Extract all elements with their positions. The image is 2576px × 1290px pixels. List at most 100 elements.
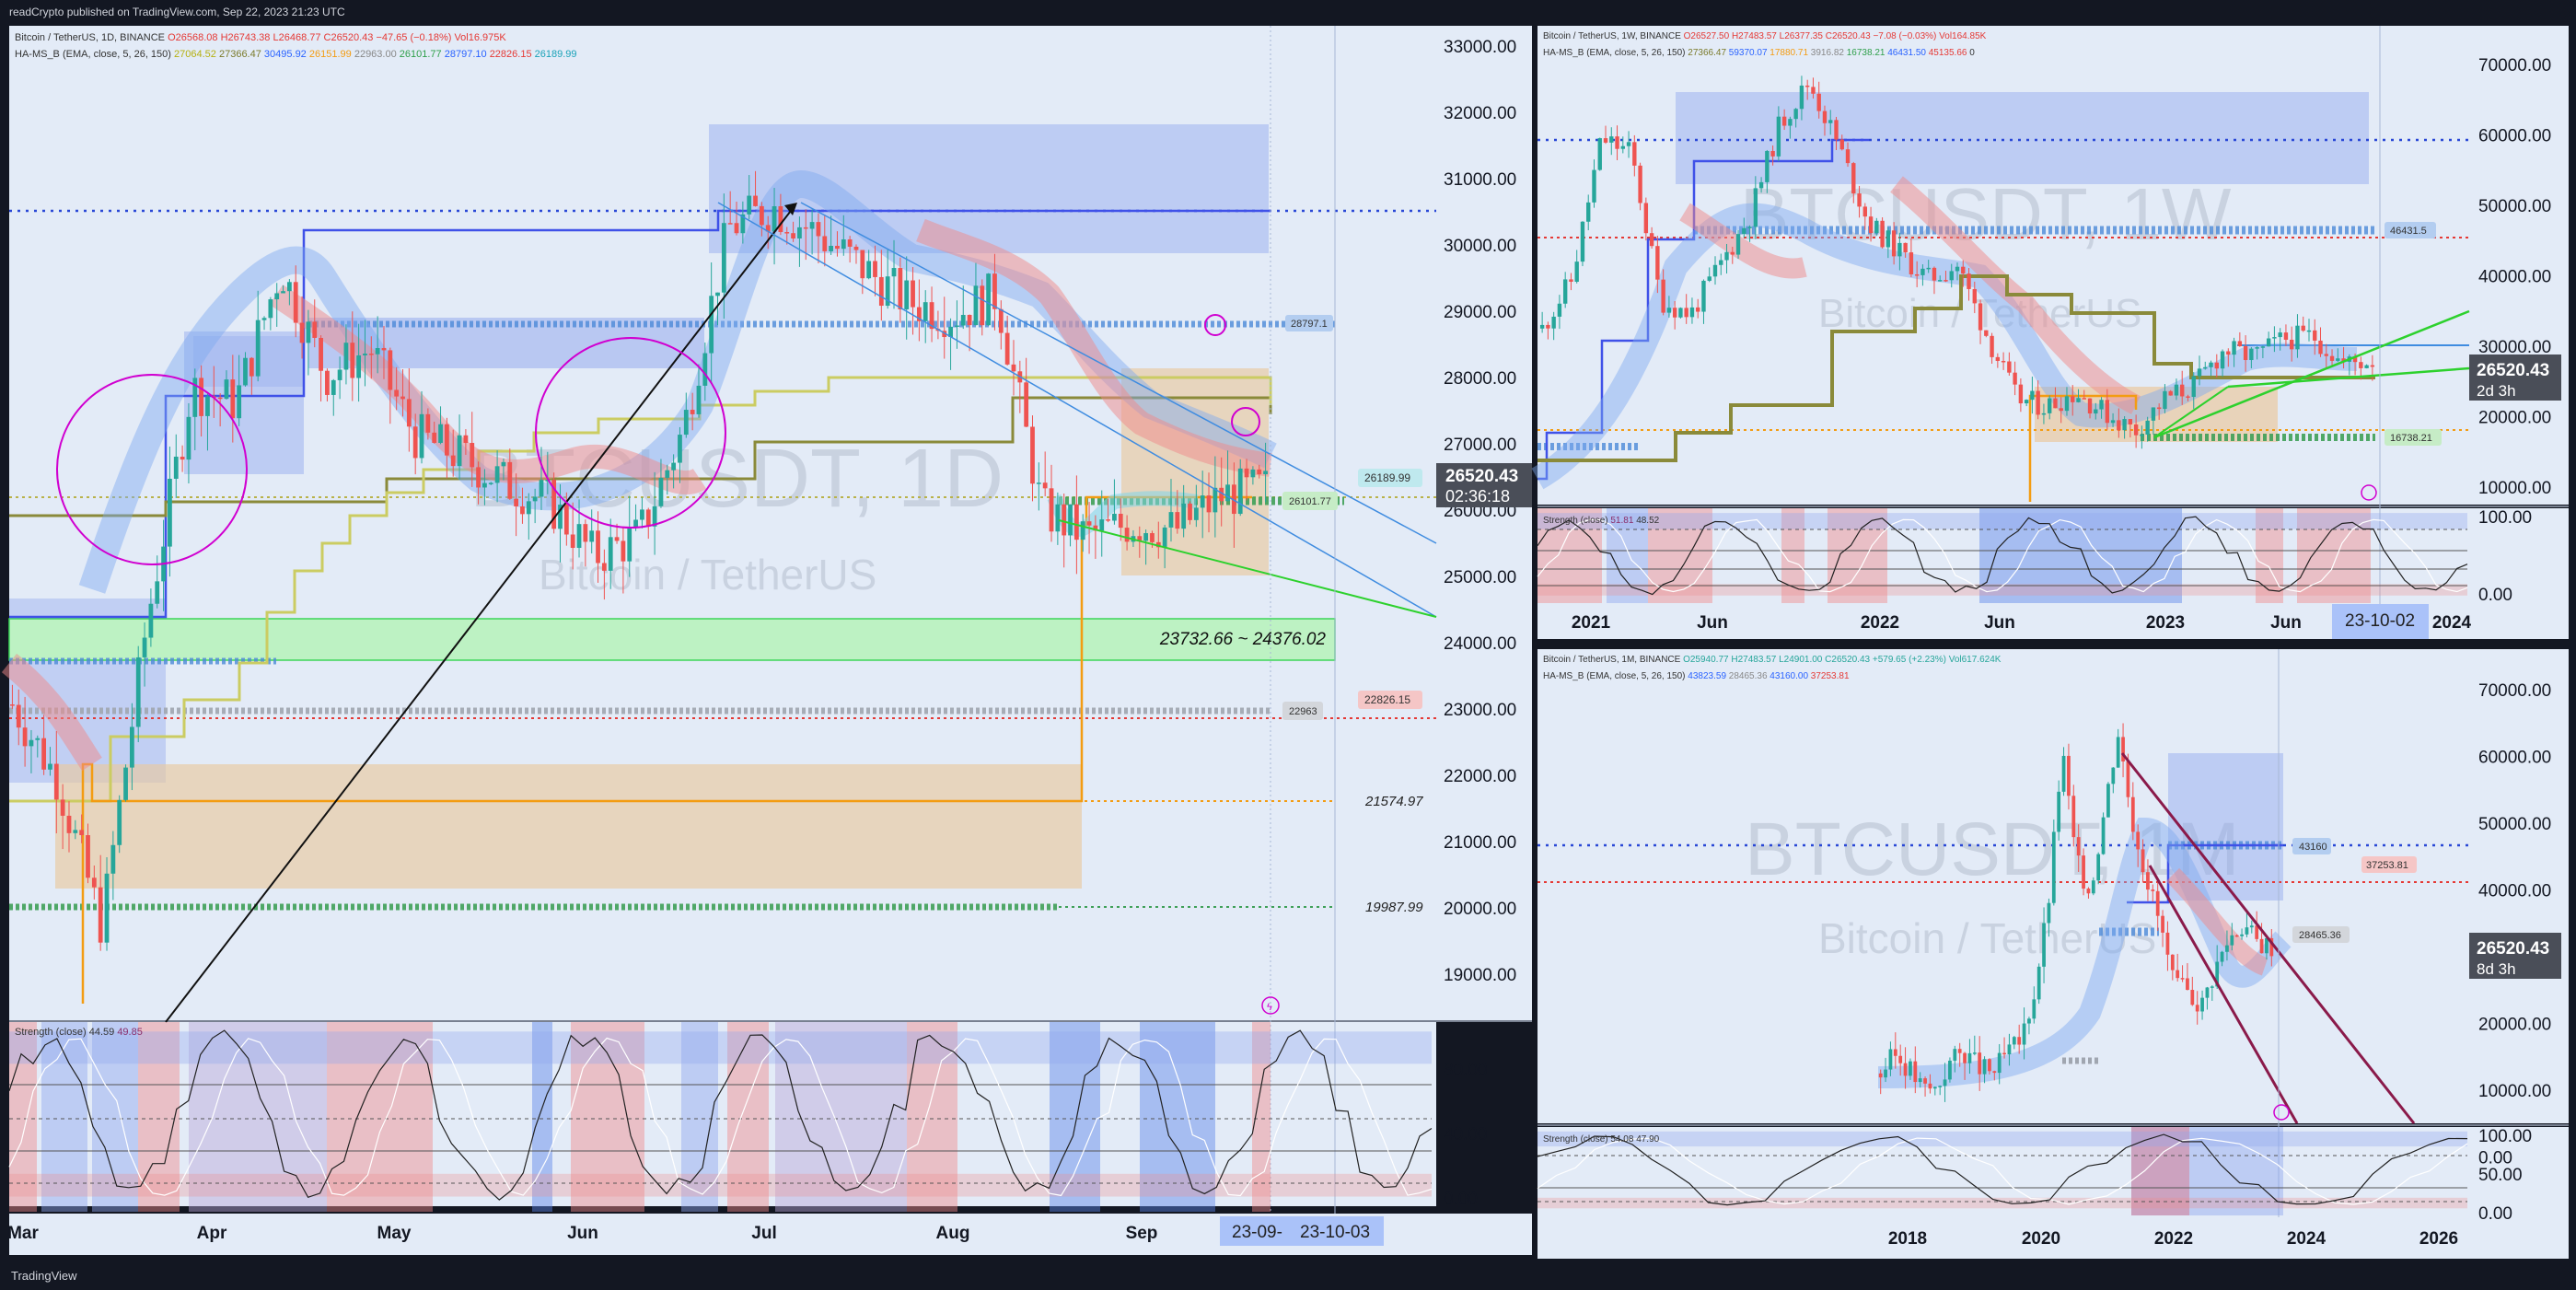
weekly-price-axis[interactable]: 70000.00 60000.00 50000.00 40000.00 30000.00… [2478,56,2551,498]
lightning-icon[interactable] [1261,996,1280,1015]
candle [514,498,519,506]
candle [822,236,828,251]
candle [922,302,928,321]
candle [268,299,273,319]
candle [117,799,122,845]
candle [1923,1078,1927,1084]
price-tick-label: 32000.00 [1444,104,1516,123]
candle [1982,1059,1987,1075]
candle [1546,324,1550,329]
candle [2176,970,2180,979]
candle [2205,987,2210,998]
candle [2161,915,2164,933]
candle [2018,384,2024,404]
candle [1909,1061,1912,1076]
price-tick-label: 40000.00 [2478,268,2551,287]
green-zone [8,618,1336,661]
candle [155,581,160,604]
candle [1880,220,1885,248]
candle [916,307,922,321]
candle [891,268,897,277]
candle [1672,308,1677,318]
candle [791,233,795,238]
candle [66,815,72,833]
candle [2210,986,2214,988]
price-tick-label: 70000.00 [2478,56,2551,76]
candle [570,534,575,549]
candle [2197,368,2202,377]
time-tick-label: 2022 [1861,613,1899,633]
candle [41,738,47,770]
candle [665,470,670,478]
price-tick-label: 30000.00 [2478,338,2551,357]
lightning-icon[interactable] [2273,1104,2290,1121]
candle [2030,390,2035,401]
candle [2057,791,2061,832]
candle [627,528,632,562]
daily-strength-axis: 80.00 40.00 0.00 [1444,1061,1488,1209]
candle [2151,407,2156,421]
candle [281,291,285,294]
candle [1539,324,1545,329]
candle [1062,504,1067,536]
candle [1799,85,1804,110]
candle [809,222,815,229]
candle [2053,398,2058,409]
candle [1839,139,1844,150]
level-tag-text: 22963 [1289,706,1317,717]
candle [715,292,720,296]
daily-time-axis[interactable]: Mar Apr May Jun Jul Aug Sep [7,1224,1157,1243]
candle [470,443,475,468]
candle [1822,110,1828,123]
candle [1770,150,1775,157]
candle [1747,227,1752,228]
candle [2306,330,2312,332]
candle [1948,1060,1952,1080]
candle [86,835,90,878]
candle [2024,400,2029,404]
weekly-panel: BTCUSDT, 1W Bitcoin / TetherUS Bitcoin /… [1531,26,2569,639]
candle [816,222,821,237]
monthly-time-axis[interactable]: 2018 2020 2022 2024 2026 [1888,1229,2458,1249]
candle [375,348,380,354]
time-tick-label: Jul [751,1224,776,1243]
candle [457,435,462,467]
candle [1638,165,1642,203]
price-tick-label: 23000.00 [1444,701,1516,720]
candle [683,410,689,436]
candle [507,461,513,499]
weekly-time-axis[interactable]: 2021 Jun 2022 Jun 2023 Jun 2024 [1572,613,2472,633]
candle [2048,398,2052,413]
candle [911,280,915,308]
candle [2122,419,2127,431]
candle [2082,398,2086,400]
candle [1845,149,1851,164]
tradingview-logo[interactable]: TradingView [11,1269,77,1283]
candle [1024,382,1029,427]
daily-price-axis[interactable]: 33000.00 32000.00 31000.00 30000.00 29000.00… [1444,38,1516,985]
candle [406,399,412,427]
candle [1225,484,1230,502]
lightning-icon[interactable] [2361,484,2377,501]
svg-text:Bitcoin / TetherUS, 1D, BINANC: Bitcoin / TetherUS, 1D, BINANCE O26568.0… [15,32,506,43]
candle [488,482,493,484]
candle [1753,188,1758,227]
price-tick-label: 50000.00 [2478,815,2551,834]
candle [1557,303,1562,317]
candle [759,205,764,226]
candle [2259,938,2264,954]
candle [1580,221,1585,262]
candle [753,195,758,206]
candle [2146,872,2150,890]
strength-tick-label: 100.00 [2478,1127,2532,1146]
candle [2128,419,2133,424]
candle [1938,1086,1943,1087]
candle [274,293,280,300]
candle [2203,366,2208,369]
candle [633,519,638,529]
strength-band [1252,1022,1271,1212]
candle [1878,1073,1883,1078]
candle [1995,356,2001,361]
candle [98,887,103,943]
candle [835,245,840,250]
